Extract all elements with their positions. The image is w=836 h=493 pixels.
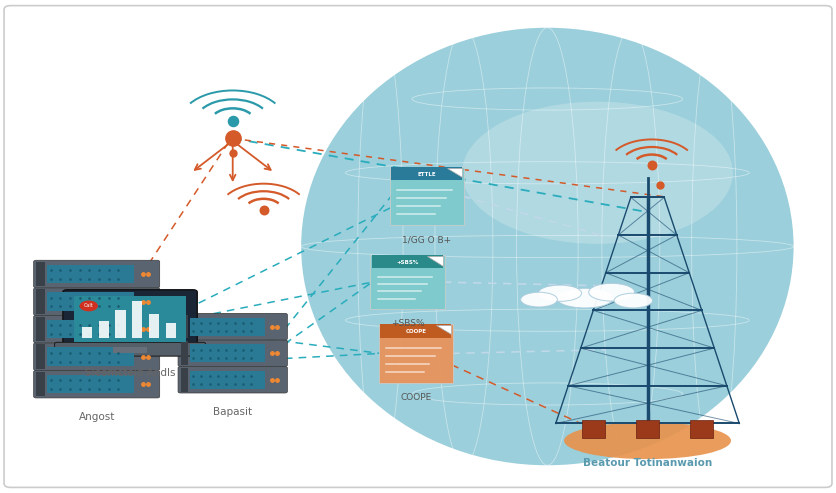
Ellipse shape	[564, 422, 731, 459]
FancyBboxPatch shape	[33, 260, 160, 288]
Bar	[36, 372, 44, 396]
Ellipse shape	[589, 283, 635, 301]
Text: COOPE: COOPE	[400, 392, 431, 401]
Bar	[74, 296, 186, 342]
Bar	[47, 375, 135, 393]
FancyBboxPatch shape	[63, 290, 197, 347]
Bar	[190, 317, 265, 336]
Ellipse shape	[462, 102, 733, 244]
FancyBboxPatch shape	[178, 366, 288, 393]
Text: Beatour Totinanwaion: Beatour Totinanwaion	[583, 458, 712, 468]
Bar	[36, 262, 44, 286]
Bar	[115, 310, 125, 338]
FancyBboxPatch shape	[54, 342, 206, 356]
Bar	[190, 371, 265, 388]
Bar	[372, 255, 443, 268]
Bar	[36, 317, 44, 341]
Bar	[391, 167, 462, 180]
Bar	[132, 301, 142, 338]
FancyBboxPatch shape	[390, 167, 464, 225]
Bar	[47, 265, 135, 283]
Bar	[82, 327, 92, 338]
Bar	[380, 324, 451, 338]
Text: Bapasit: Bapasit	[213, 407, 252, 417]
FancyBboxPatch shape	[178, 314, 288, 340]
Text: Calt: Calt	[84, 303, 94, 309]
Text: +SBS%: +SBS%	[390, 319, 425, 328]
Ellipse shape	[301, 28, 793, 465]
FancyBboxPatch shape	[178, 340, 288, 366]
Bar	[47, 292, 135, 311]
FancyBboxPatch shape	[33, 316, 160, 343]
FancyBboxPatch shape	[33, 343, 160, 370]
Bar	[149, 314, 160, 338]
Text: 1/GG O B+: 1/GG O B+	[402, 235, 451, 244]
Bar	[36, 344, 44, 369]
Text: Angost: Angost	[79, 412, 115, 422]
Bar	[181, 315, 188, 338]
Ellipse shape	[614, 293, 653, 308]
FancyBboxPatch shape	[636, 420, 660, 438]
Ellipse shape	[79, 301, 98, 312]
Bar	[47, 347, 135, 366]
FancyBboxPatch shape	[33, 288, 160, 316]
Bar	[114, 347, 147, 353]
FancyBboxPatch shape	[370, 255, 445, 309]
Ellipse shape	[557, 288, 614, 308]
Text: ETTLE: ETTLE	[417, 172, 436, 176]
Bar	[166, 323, 176, 338]
FancyBboxPatch shape	[379, 324, 453, 383]
Bar	[36, 289, 44, 314]
Bar	[99, 321, 109, 338]
FancyBboxPatch shape	[33, 370, 160, 398]
Polygon shape	[446, 168, 462, 177]
Ellipse shape	[538, 285, 582, 301]
Bar	[181, 368, 188, 391]
Polygon shape	[427, 256, 443, 266]
Text: +SBS%: +SBS%	[396, 259, 419, 265]
Polygon shape	[436, 325, 451, 334]
Text: Sieomcteid Andls: Sieomcteid Andls	[84, 368, 176, 378]
Bar	[181, 341, 188, 365]
Text: COOPE: COOPE	[405, 329, 426, 334]
Ellipse shape	[521, 292, 558, 307]
FancyBboxPatch shape	[690, 420, 713, 438]
FancyBboxPatch shape	[4, 5, 832, 488]
Bar	[190, 344, 265, 362]
Bar	[47, 320, 135, 338]
FancyBboxPatch shape	[582, 420, 605, 438]
